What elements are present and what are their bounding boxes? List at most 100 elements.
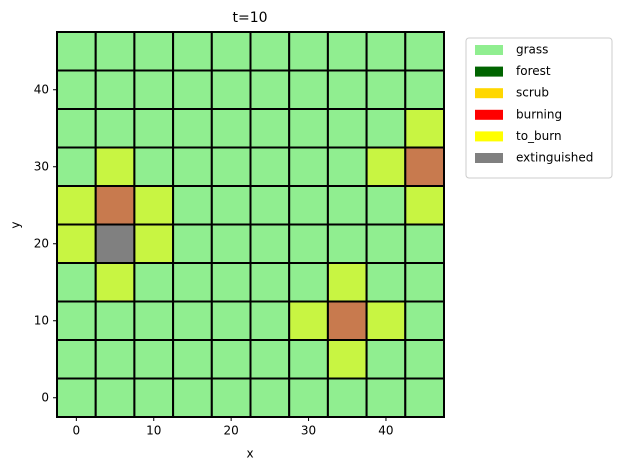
cell — [365, 262, 407, 303]
cell — [288, 300, 329, 341]
cell — [326, 223, 368, 264]
cell — [56, 31, 97, 72]
legend-label: grass — [516, 43, 548, 57]
cell — [404, 108, 445, 149]
cell — [94, 223, 136, 264]
cell — [210, 223, 252, 264]
cell — [94, 377, 136, 418]
cell — [249, 339, 291, 380]
cell — [56, 69, 97, 110]
cell — [365, 300, 407, 341]
cell — [365, 31, 407, 72]
x-tick-label: 10 — [146, 424, 161, 438]
cell — [56, 339, 97, 380]
cell — [210, 262, 252, 303]
cell — [249, 300, 291, 341]
chart-title: t=10 — [232, 10, 267, 26]
cell — [249, 31, 291, 72]
y-axis-label: y — [9, 221, 23, 228]
cell — [133, 339, 175, 380]
cell — [326, 185, 368, 226]
legend-swatch — [475, 153, 503, 163]
cell — [56, 185, 97, 226]
cell — [326, 69, 368, 110]
legend-label: scrub — [516, 86, 549, 100]
cell — [133, 108, 175, 149]
cell — [56, 223, 97, 264]
x-tick-label: 20 — [224, 424, 239, 438]
cell — [404, 146, 445, 187]
x-tick-label: 40 — [378, 424, 393, 438]
cell — [404, 223, 445, 264]
legend-swatch — [475, 88, 503, 99]
cell — [288, 31, 329, 72]
cell — [365, 339, 407, 380]
cell — [94, 262, 136, 303]
y-tick-label: 30 — [34, 159, 49, 173]
cell — [288, 262, 329, 303]
cell — [404, 69, 445, 110]
cell — [133, 69, 175, 110]
legend-swatch — [475, 66, 503, 77]
cell — [326, 108, 368, 149]
cell — [288, 108, 329, 149]
legend-label: extinguished — [516, 151, 593, 165]
y-tick-label: 0 — [41, 390, 49, 404]
cell — [172, 185, 213, 226]
x-tick-label: 30 — [301, 424, 316, 438]
cell — [249, 377, 291, 418]
cell — [94, 300, 136, 341]
cell — [210, 300, 252, 341]
cell — [172, 339, 213, 380]
cell — [94, 31, 136, 72]
cell — [172, 108, 213, 149]
cell — [172, 146, 213, 187]
cell — [172, 262, 213, 303]
cell — [326, 300, 368, 341]
cell — [365, 377, 407, 418]
cell — [404, 185, 445, 226]
plot-frame — [56, 31, 445, 418]
cell — [94, 108, 136, 149]
cell — [249, 185, 291, 226]
cell — [365, 185, 407, 226]
cell — [133, 185, 175, 226]
cell — [365, 223, 407, 264]
cell — [172, 31, 213, 72]
cell — [404, 377, 445, 418]
legend-swatch — [475, 131, 503, 142]
cell — [326, 339, 368, 380]
cell — [56, 262, 97, 303]
cell — [56, 377, 97, 418]
cell — [210, 146, 252, 187]
cell — [404, 31, 445, 72]
cell — [133, 146, 175, 187]
cell — [210, 69, 252, 110]
y-tick-label: 20 — [34, 236, 49, 250]
legend-label: burning — [516, 107, 562, 121]
cell — [210, 108, 252, 149]
cell — [133, 377, 175, 418]
cell — [326, 31, 368, 72]
cell — [326, 377, 368, 418]
cell — [94, 185, 136, 226]
cell — [288, 185, 329, 226]
cell — [94, 69, 136, 110]
cell — [404, 300, 445, 341]
cell — [326, 146, 368, 187]
cell — [133, 262, 175, 303]
cell — [288, 339, 329, 380]
cell — [133, 300, 175, 341]
cell — [365, 146, 407, 187]
legend-label: forest — [516, 64, 551, 78]
cell — [56, 300, 97, 341]
legend-swatch — [475, 45, 503, 55]
cell — [210, 185, 252, 226]
cell — [249, 262, 291, 303]
cell — [172, 223, 213, 264]
x-tick-label: 0 — [73, 424, 81, 438]
cell — [249, 108, 291, 149]
cell — [133, 31, 175, 72]
y-tick-label: 10 — [34, 313, 49, 327]
